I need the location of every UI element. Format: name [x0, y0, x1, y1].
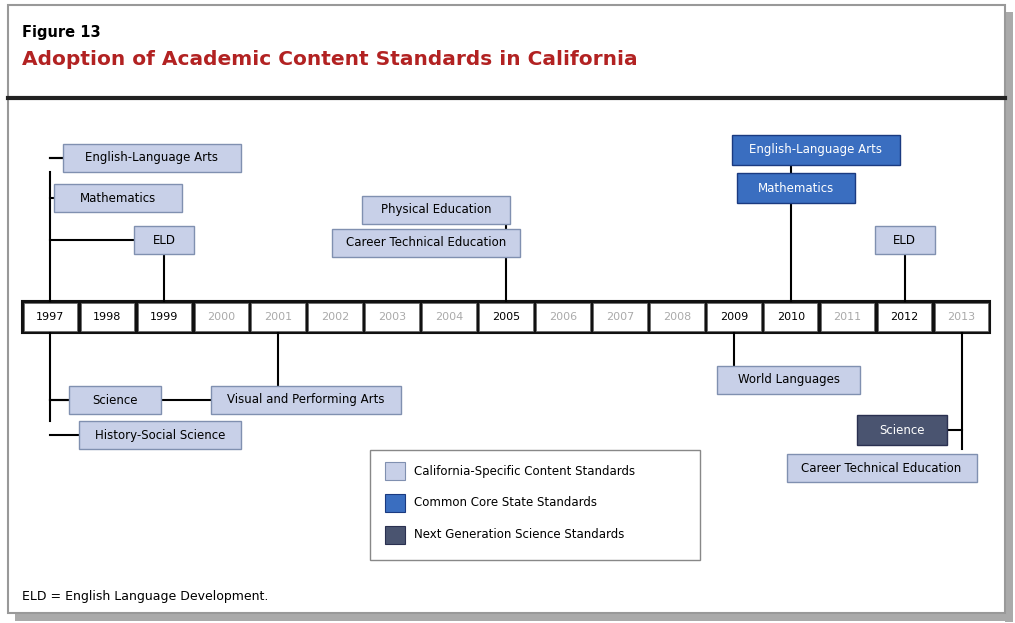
Bar [79, 421, 241, 449]
Text: Common Core State Standards: Common Core State Standards [414, 497, 597, 510]
Bar [138, 303, 191, 331]
Text: 2012: 2012 [890, 312, 919, 322]
Bar [857, 415, 947, 445]
Bar [787, 454, 976, 482]
Text: Adoption of Academic Content Standards in California: Adoption of Academic Content Standards i… [22, 50, 637, 69]
Bar [80, 303, 134, 331]
Bar [878, 303, 932, 331]
Text: 2001: 2001 [264, 312, 292, 322]
Bar [15, 613, 1013, 621]
Text: Career Technical Education: Career Technical Education [802, 462, 961, 475]
Bar [422, 303, 476, 331]
Bar [718, 366, 861, 394]
Bar [211, 386, 401, 414]
Text: ELD: ELD [893, 234, 917, 247]
Text: 2007: 2007 [606, 312, 634, 322]
Bar [23, 303, 77, 331]
Text: History-Social Science: History-Social Science [94, 429, 225, 442]
Text: Visual and Performing Arts: Visual and Performing Arts [227, 394, 385, 406]
Text: 2010: 2010 [776, 312, 805, 322]
Bar [134, 226, 194, 254]
Bar [385, 462, 405, 480]
Text: 2000: 2000 [207, 312, 235, 322]
Text: 1999: 1999 [150, 312, 179, 322]
Text: 2006: 2006 [549, 312, 577, 322]
Bar [362, 196, 510, 224]
Text: 1998: 1998 [93, 312, 122, 322]
Bar [332, 229, 520, 257]
Bar [63, 144, 241, 172]
Text: Next Generation Science Standards: Next Generation Science Standards [414, 528, 624, 541]
Bar [69, 386, 161, 414]
Text: Mathematics: Mathematics [80, 191, 156, 204]
Text: Science: Science [92, 394, 138, 406]
Text: 2003: 2003 [378, 312, 406, 322]
Text: Physical Education: Physical Education [381, 204, 491, 217]
Bar [935, 303, 989, 331]
Text: 2005: 2005 [492, 312, 520, 322]
Text: California-Specific Content Standards: California-Specific Content Standards [414, 465, 635, 477]
Bar [195, 303, 248, 331]
Bar [732, 135, 899, 165]
Text: 2004: 2004 [435, 312, 463, 322]
Bar [1005, 12, 1013, 622]
Bar [370, 450, 700, 560]
Bar [22, 301, 990, 333]
Bar [593, 303, 647, 331]
Bar [252, 303, 304, 331]
Text: 2008: 2008 [663, 312, 691, 322]
Text: Mathematics: Mathematics [757, 181, 834, 194]
Bar [365, 303, 419, 331]
Text: Career Technical Education: Career Technical Education [346, 237, 506, 249]
Text: World Languages: World Languages [738, 374, 839, 386]
Text: 2013: 2013 [947, 312, 975, 322]
Text: ELD = English Language Development.: ELD = English Language Development. [22, 590, 268, 603]
Bar [875, 226, 935, 254]
Text: English-Language Arts: English-Language Arts [749, 143, 882, 156]
Bar [536, 303, 590, 331]
Bar [707, 303, 760, 331]
Text: Figure 13: Figure 13 [22, 25, 100, 40]
Text: ELD: ELD [153, 234, 176, 247]
Text: 2011: 2011 [833, 312, 862, 322]
Text: 2009: 2009 [720, 312, 748, 322]
Bar [764, 303, 817, 331]
Bar [309, 303, 362, 331]
Text: 2002: 2002 [321, 312, 349, 322]
Text: Science: Science [879, 424, 925, 437]
Bar [821, 303, 874, 331]
Bar [385, 494, 405, 512]
Bar [54, 184, 182, 212]
Bar [385, 526, 405, 544]
Text: 1997: 1997 [37, 312, 65, 322]
Bar [479, 303, 533, 331]
Bar [737, 173, 855, 203]
Bar [650, 303, 703, 331]
Text: English-Language Arts: English-Language Arts [85, 151, 218, 164]
